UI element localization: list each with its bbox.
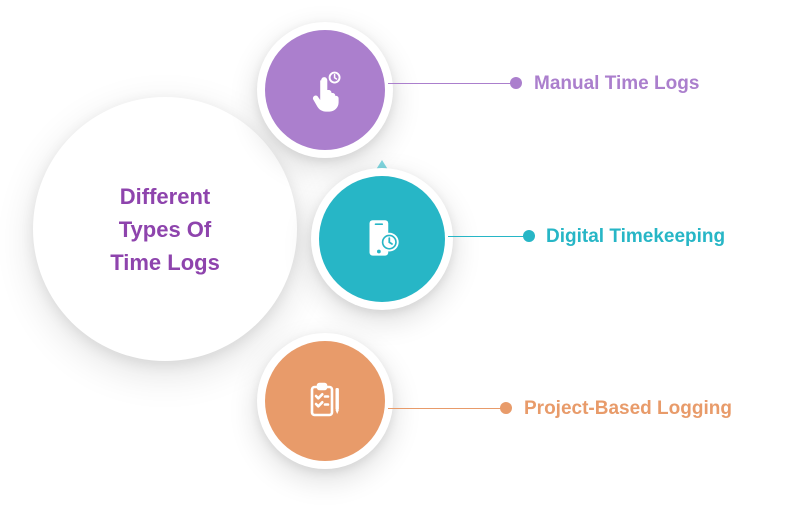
node-digital xyxy=(311,168,453,310)
main-title-line3: Time Logs xyxy=(110,246,220,279)
main-title-line2: Types Of xyxy=(110,213,220,246)
node-project-circle xyxy=(265,341,385,461)
checklist-icon xyxy=(301,377,349,425)
node-project xyxy=(257,333,393,469)
hand-click-icon xyxy=(302,67,348,113)
connector-manual xyxy=(388,83,516,84)
connector-project xyxy=(388,408,506,409)
phone-clock-icon xyxy=(357,214,407,264)
label-digital: Digital Timekeeping xyxy=(546,226,725,248)
dot-digital xyxy=(523,230,535,242)
dot-project xyxy=(500,402,512,414)
main-title-line1: Different xyxy=(110,180,220,213)
node-manual xyxy=(257,22,393,158)
dot-manual xyxy=(510,77,522,89)
label-project: Project-Based Logging xyxy=(524,398,732,420)
node-digital-circle xyxy=(319,176,445,302)
main-title: Different Types Of Time Logs xyxy=(110,180,220,279)
connector-digital xyxy=(448,236,529,237)
label-manual: Manual Time Logs xyxy=(534,73,699,95)
node-manual-circle xyxy=(265,30,385,150)
